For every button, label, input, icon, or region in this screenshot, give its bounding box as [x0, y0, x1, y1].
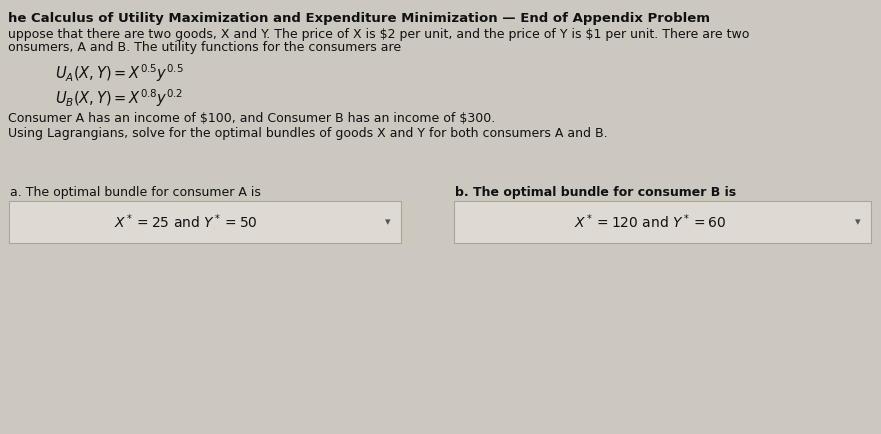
Text: $X^* = 120$ and $Y^* = 60$: $X^* = 120$ and $Y^* = 60$ [574, 213, 726, 231]
Text: a. The optimal bundle for consumer A is: a. The optimal bundle for consumer A is [10, 186, 261, 199]
Text: onsumers, A and B. The utility functions for the consumers are: onsumers, A and B. The utility functions… [8, 41, 401, 54]
Text: Consumer A has an income of \$100, and Consumer B has an income of \$300.: Consumer A has an income of \$100, and C… [8, 112, 495, 125]
Text: ▾: ▾ [855, 217, 861, 227]
Text: $U_B(X,Y) = X^{0.8}y^{0.2}$: $U_B(X,Y) = X^{0.8}y^{0.2}$ [55, 87, 182, 108]
Text: Using Lagrangians, solve for the optimal bundles of goods X and Y for both consu: Using Lagrangians, solve for the optimal… [8, 127, 608, 140]
Text: b. The optimal bundle for consumer B is: b. The optimal bundle for consumer B is [455, 186, 737, 199]
Text: ▾: ▾ [385, 217, 391, 227]
Text: he Calculus of Utility Maximization and Expenditure Minimization — End of Append: he Calculus of Utility Maximization and … [8, 12, 710, 25]
FancyBboxPatch shape [9, 201, 401, 243]
Text: $X^* = 25$ and $Y^* = 50$: $X^* = 25$ and $Y^* = 50$ [114, 213, 257, 231]
Text: uppose that there are two goods, X and Y. The price of X is \$2 per unit, and th: uppose that there are two goods, X and Y… [8, 28, 750, 41]
Text: $U_A(X,Y) = X^{0.5}y^{0.5}$: $U_A(X,Y) = X^{0.5}y^{0.5}$ [55, 62, 183, 84]
FancyBboxPatch shape [454, 201, 871, 243]
